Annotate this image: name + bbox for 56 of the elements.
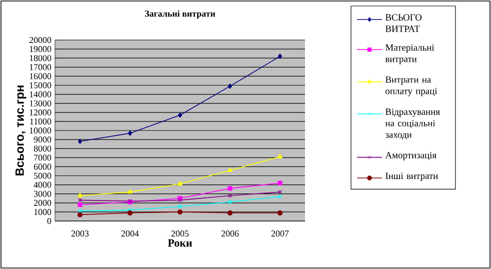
point — [228, 84, 232, 89]
point — [278, 54, 282, 59]
legend-label: Інші витрати — [386, 172, 438, 181]
x-tick-label: 2007 — [271, 230, 289, 237]
y-tick-label: 15000 — [30, 82, 52, 88]
y-tick-label: 0 — [47, 218, 52, 224]
point — [78, 138, 82, 144]
y-tick-label: 9000 — [34, 136, 52, 143]
point — [177, 209, 183, 215]
point — [78, 192, 82, 198]
legend-label: Відрахування на соціальні заходи — [385, 108, 440, 140]
x-tick-label: 2003 — [71, 230, 89, 237]
point — [128, 130, 132, 136]
x-axis-title: Роки — [168, 239, 192, 247]
point — [278, 154, 282, 158]
y-tick-label: 11000 — [30, 118, 52, 124]
point — [178, 112, 182, 118]
legend-label: Витрати на оплату праці — [385, 76, 438, 96]
y-tick-label: 17000 — [30, 64, 52, 70]
y-tick-label: 6000 — [34, 164, 52, 170]
y-tick-label: 16000 — [30, 73, 52, 80]
x-tick-label: 2005 — [171, 230, 189, 237]
point — [77, 212, 83, 218]
y-tick-label: 19000 — [30, 46, 52, 52]
legend-label: ВСЬОГО ВИТРАТ — [385, 14, 422, 32]
y-tick-label: 2000 — [34, 200, 52, 206]
point — [228, 168, 232, 172]
point — [228, 186, 232, 191]
point — [127, 210, 133, 216]
point — [228, 200, 232, 204]
y-tick-label: 10000 — [30, 127, 52, 134]
point — [278, 180, 282, 186]
point — [78, 202, 82, 208]
y-tick-label: 14000 — [30, 91, 52, 98]
y-tick-label: 4000 — [34, 182, 52, 188]
legend-label: Матеріальні витрати — [385, 44, 434, 64]
y-axis-title: Всього, тис.грн — [16, 86, 26, 176]
point — [227, 210, 233, 216]
y-tick-label: 8000 — [34, 146, 52, 152]
y-tick-label: 12000 — [30, 109, 52, 116]
y-tick-label: 5000 — [34, 172, 52, 179]
point — [277, 210, 283, 216]
point — [178, 204, 182, 209]
y-tick-label: 13000 — [30, 100, 52, 106]
point — [128, 189, 132, 194]
y-tick-label: 18000 — [30, 55, 52, 62]
x-tick-label: 2006 — [221, 230, 239, 237]
legend-label: Амортизація — [385, 152, 436, 160]
y-tick-label: 1000 — [34, 208, 52, 215]
point — [178, 181, 182, 186]
y-tick-label: 7000 — [34, 154, 52, 161]
y-tick-label: 3000 — [34, 190, 52, 197]
point — [228, 194, 232, 198]
x-tick-label: 2004 — [121, 230, 139, 237]
y-tick-label: 20000 — [29, 36, 52, 44]
chart-title: Загальні витрати — [144, 10, 216, 19]
